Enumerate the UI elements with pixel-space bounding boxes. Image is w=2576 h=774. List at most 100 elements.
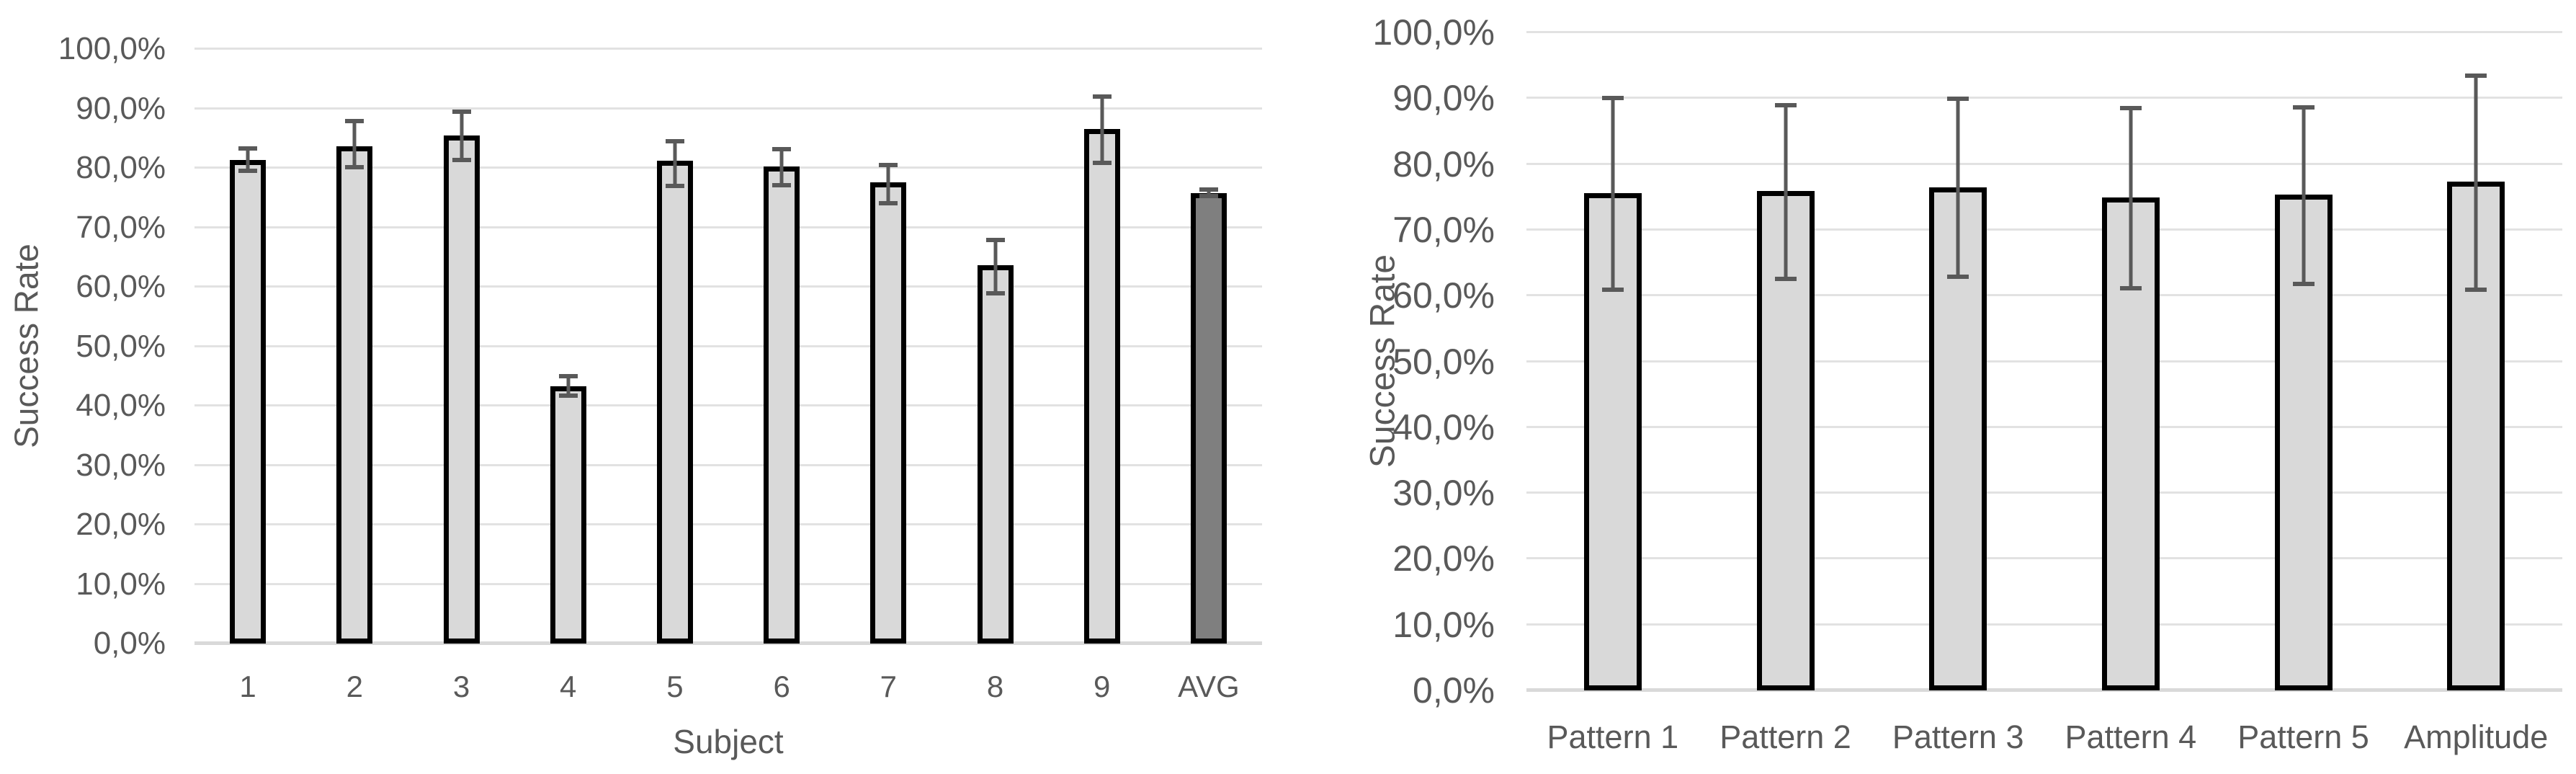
error-bar xyxy=(2292,105,2315,286)
x-tick-label: 1 xyxy=(239,670,256,703)
y-tick-label: 30,0% xyxy=(76,447,166,483)
error-bar-line xyxy=(1784,102,1787,282)
error-bar-cap-top xyxy=(1774,102,1797,107)
bar-series xyxy=(194,49,1262,644)
x-tick-label: Pattern 4 xyxy=(2065,719,2197,755)
y-tick-label: 20,0% xyxy=(1392,538,1495,579)
error-bar-cap-top xyxy=(1092,94,1112,99)
error-bar-line xyxy=(1611,95,1615,292)
error-bar xyxy=(1601,95,1624,292)
y-tick-label: 100,0% xyxy=(58,31,166,66)
gridline xyxy=(194,107,1262,110)
error-bar-cap-bottom xyxy=(238,168,258,173)
error-bar-line xyxy=(460,110,463,162)
error-bar-cap-top xyxy=(238,146,258,151)
error-bar xyxy=(1199,187,1218,199)
error-bar-cap-bottom xyxy=(558,393,578,399)
gridline xyxy=(194,404,1262,406)
error-bar-cap-bottom xyxy=(879,200,898,205)
error-bar-cap-top xyxy=(772,147,792,152)
bar-9 xyxy=(1083,129,1120,644)
error-bar-cap-bottom xyxy=(665,184,684,189)
error-bar-cap-bottom xyxy=(1199,194,1218,199)
bar-7 xyxy=(870,182,907,644)
error-bar-line xyxy=(566,374,571,399)
gridline xyxy=(1526,623,2562,626)
bar-5 xyxy=(656,161,693,644)
x-tick-label: 2 xyxy=(346,670,363,703)
bar-slot xyxy=(408,49,514,644)
y-tick-label: 80,0% xyxy=(1392,143,1495,184)
error-bar xyxy=(558,374,578,399)
y-tick-label: 80,0% xyxy=(76,150,166,185)
error-bar-cap-top xyxy=(1947,97,1969,102)
plot-area xyxy=(194,48,1262,645)
error-bar-line xyxy=(246,146,250,173)
gridline xyxy=(194,285,1262,288)
y-tick-label: 100,0% xyxy=(1372,12,1495,53)
y-tick-label: 30,0% xyxy=(1392,473,1495,514)
error-bar-cap-top xyxy=(1601,95,1624,100)
y-tick-label: 90,0% xyxy=(1392,78,1495,119)
x-axis-title: Subject xyxy=(673,723,784,760)
bar-8 xyxy=(977,265,1014,644)
bar-slot xyxy=(2044,32,2217,690)
error-bar-cap-bottom xyxy=(1601,287,1624,292)
error-bar-cap-top xyxy=(2292,105,2315,110)
y-tick-label: 60,0% xyxy=(76,269,166,304)
x-tick-label: Pattern 2 xyxy=(1719,719,1851,755)
error-bar xyxy=(2465,73,2487,292)
y-tick-label: 20,0% xyxy=(76,507,166,542)
gridline xyxy=(194,48,1262,50)
error-bar-line xyxy=(2302,105,2306,286)
error-bar-cap-top xyxy=(985,238,1005,243)
x-tick-label: Pattern 3 xyxy=(1892,719,2024,755)
error-bar-cap-bottom xyxy=(1092,160,1112,165)
error-bar-cap-top xyxy=(2465,73,2487,78)
y-tick-label: 10,0% xyxy=(1392,604,1495,645)
gridline xyxy=(1526,162,2562,165)
y-tick-label: 60,0% xyxy=(1392,275,1495,316)
bar-slot xyxy=(301,49,408,644)
plot-area xyxy=(1526,31,2562,692)
x-axis-tick-labels: 1 2 3 4 5 6 7 8 9 AVG xyxy=(194,670,1262,703)
pattern-success-rate-chart: Success Rate 0,0% 10,0% 20,0% 30,0% 40,0% 50,… xyxy=(1289,0,2576,774)
subject-success-rate-chart: Success Rate 0,0% 10,0% 20,0% 30,0% 40,0% 50,… xyxy=(0,33,1262,760)
bar-slot xyxy=(1699,32,1872,690)
error-bar-line xyxy=(2129,106,2133,290)
bar-slot xyxy=(2217,32,2390,690)
y-axis-tick-labels: 0,0% 10,0% 20,0% 30,0% 40,0% 50,0% 60,0% 70,0% 8… xyxy=(0,33,166,659)
error-bar-line xyxy=(673,138,677,189)
error-bar-cap-bottom xyxy=(985,291,1005,296)
bar-2 xyxy=(336,146,373,644)
error-bar xyxy=(238,146,258,173)
error-bar xyxy=(1947,97,1969,280)
x-tick-label: 4 xyxy=(560,670,577,703)
error-bar-line xyxy=(1956,97,1960,280)
error-bar xyxy=(1774,102,1797,282)
y-tick-label: 0,0% xyxy=(93,626,166,661)
error-bar-cap-bottom xyxy=(2119,285,2142,290)
x-axis-line xyxy=(194,641,1262,645)
x-tick-label: Pattern 1 xyxy=(1547,719,1679,755)
error-bar-line xyxy=(779,147,784,188)
gridline xyxy=(1526,294,2562,297)
gridline xyxy=(194,582,1262,585)
x-tick-label: 8 xyxy=(986,670,1004,703)
error-bar xyxy=(345,119,365,170)
gridline xyxy=(1526,491,2562,494)
error-bar-line xyxy=(993,238,998,296)
bar-slot xyxy=(1871,32,2044,690)
bar-3 xyxy=(443,135,480,644)
x-tick-label: 5 xyxy=(666,670,684,703)
x-tick-label: 9 xyxy=(1094,670,1111,703)
x-tick-label: Amplitude xyxy=(2404,719,2549,755)
y-tick-label: 40,0% xyxy=(76,388,166,423)
bar-slot xyxy=(622,49,728,644)
y-tick-label: 70,0% xyxy=(76,209,166,245)
bar-4 xyxy=(550,386,586,644)
error-bar-cap-bottom xyxy=(345,165,365,170)
error-bar-line xyxy=(1207,187,1211,199)
bar-slot xyxy=(1049,49,1155,644)
